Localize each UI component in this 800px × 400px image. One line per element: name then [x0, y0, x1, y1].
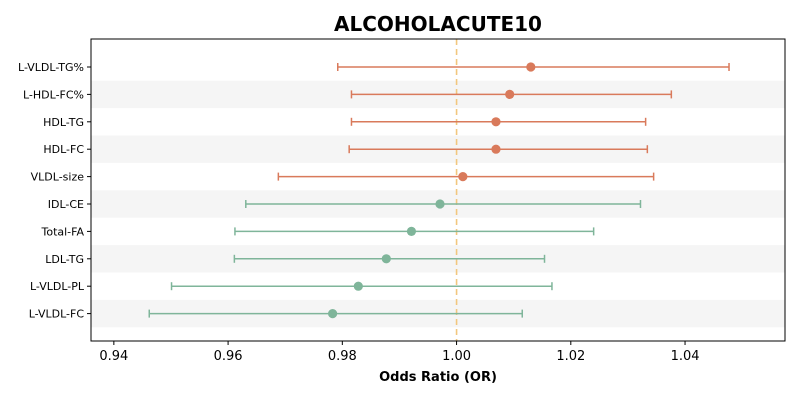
odds-ratio-point	[353, 281, 363, 291]
x-tick-label: 1.04	[671, 349, 700, 364]
odds-ratio-point	[491, 117, 501, 127]
y-tick-label: L-HDL-FC%	[23, 88, 84, 101]
x-tick-label: 0.96	[214, 349, 243, 364]
y-tick-label: L-VLDL-PL	[30, 280, 85, 293]
x-tick-label: 0.94	[99, 349, 128, 364]
odds-ratio-point	[381, 254, 391, 264]
x-tick-label: 1.00	[442, 349, 471, 364]
y-tick-label: LDL-TG	[45, 253, 84, 266]
y-axis-ticks: L-VLDL-TG% L-HDL-FC% HDL-TG HDL-FC VLDL-size…	[18, 61, 91, 321]
y-tick-label: VLDL-size	[31, 171, 85, 184]
y-tick-label: Total-FA	[40, 225, 84, 238]
x-tick-label: 1.02	[556, 349, 585, 364]
odds-ratio-point	[406, 226, 417, 236]
y-tick-label: L-VLDL-TG%	[18, 61, 84, 74]
y-tick-label: L-VLDL-FC	[29, 308, 85, 321]
y-tick-label: IDL-CE	[48, 198, 84, 211]
odds-ratio-point	[491, 144, 501, 154]
odds-ratio-point	[328, 309, 338, 319]
plot-area-frame	[90, 38, 786, 342]
odds-ratio-points-layer	[328, 62, 536, 319]
odds-ratio-point	[458, 172, 468, 182]
odds-ratio-point	[505, 89, 515, 99]
odds-ratio-point	[435, 199, 445, 209]
x-axis-ticks: 0.94 0.96 0.98 1.00 1.02 1.04	[99, 341, 700, 364]
odds-ratio-point	[526, 62, 536, 72]
y-tick-label: HDL-FC	[43, 143, 84, 156]
x-tick-label: 0.98	[328, 349, 357, 364]
chart-title: ALCOHOLACUTE10	[334, 12, 542, 36]
x-axis-label: Odds Ratio (OR)	[379, 370, 497, 385]
y-tick-label: HDL-TG	[43, 116, 84, 129]
